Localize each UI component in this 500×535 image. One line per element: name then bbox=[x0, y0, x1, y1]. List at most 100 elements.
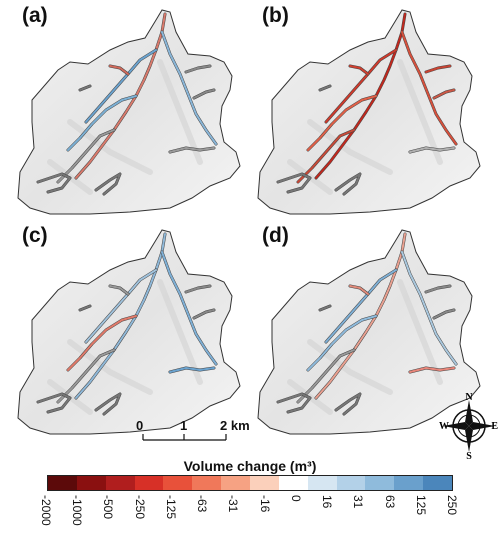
color-bar-cell bbox=[278, 476, 308, 490]
stream-channel bbox=[307, 315, 377, 371]
stream-channel bbox=[349, 285, 369, 295]
stream-channel bbox=[161, 31, 217, 145]
catchment-map bbox=[257, 9, 481, 215]
panel-label: (b) bbox=[262, 4, 289, 27]
catchment-boundary bbox=[257, 229, 481, 435]
panel-label: (a) bbox=[22, 4, 48, 27]
stream-channel bbox=[37, 393, 71, 413]
catchment-boundary bbox=[17, 229, 241, 435]
compass-s: S bbox=[466, 451, 472, 460]
stream-channel bbox=[307, 95, 377, 151]
color-bar-cell bbox=[307, 476, 337, 490]
legend-tick-label: -125 bbox=[163, 495, 178, 520]
color-bar-cell bbox=[76, 476, 106, 490]
catchment-map bbox=[17, 9, 241, 215]
color-bar-cell bbox=[365, 476, 395, 490]
stream-channel bbox=[325, 269, 397, 343]
map-panel-b: (b) bbox=[250, 2, 490, 224]
map-panel-d: (d) bbox=[250, 222, 490, 444]
color-bar-cell bbox=[48, 476, 77, 490]
scale-label-0: 0 bbox=[136, 418, 144, 433]
color-bar-cell bbox=[105, 476, 135, 490]
stream-channel bbox=[425, 65, 451, 73]
stream-channel bbox=[57, 349, 115, 403]
legend-title: Volume change (m³) bbox=[183, 458, 317, 474]
catchment-map bbox=[257, 229, 481, 435]
legend-tick-label: -2000 bbox=[39, 495, 53, 526]
panel-label: (c) bbox=[22, 224, 48, 247]
color-bar-cell bbox=[336, 476, 366, 490]
stream-channel bbox=[335, 173, 361, 195]
color-bar-ticks: -2000 -1000 -500 -250 -125 -63 -31 -16 0 16 31 63 12… bbox=[39, 493, 459, 533]
legend-tick-label: 63 bbox=[382, 495, 397, 509]
stream-channel bbox=[409, 147, 455, 153]
stream-channel bbox=[57, 129, 115, 183]
legend-tick-label: 125 bbox=[413, 495, 428, 516]
stream-channel bbox=[185, 65, 211, 73]
compass-n: N bbox=[465, 392, 473, 403]
stream-channel bbox=[169, 367, 215, 373]
map-panel-c: (c) bbox=[10, 222, 250, 444]
stream-channel bbox=[277, 393, 311, 413]
stream-channel bbox=[433, 309, 455, 319]
color-bar-cell bbox=[250, 476, 279, 490]
stream-channel bbox=[109, 65, 129, 75]
color-bar bbox=[47, 475, 453, 491]
legend-tick-label: -63 bbox=[195, 495, 210, 513]
catchment-boundary bbox=[17, 9, 241, 215]
stream-channel bbox=[325, 49, 397, 123]
stream-channel bbox=[67, 315, 137, 371]
panel-label: (d) bbox=[262, 224, 289, 247]
stream-channel bbox=[79, 305, 91, 311]
stream-channel bbox=[401, 251, 457, 365]
catchment-boundary bbox=[257, 9, 481, 215]
color-bar-cell bbox=[192, 476, 222, 490]
stream-channel bbox=[185, 285, 211, 293]
compass-w: W bbox=[439, 421, 449, 432]
stream-channel bbox=[277, 173, 311, 193]
stream-channel bbox=[169, 147, 215, 153]
stream-channel bbox=[297, 129, 355, 183]
color-bar-cell bbox=[134, 476, 164, 490]
map-panel-a: (a) bbox=[10, 2, 250, 224]
north-arrow-icon: N S E W bbox=[438, 392, 500, 462]
legend-tick-label: 31 bbox=[351, 495, 366, 509]
legend-tick-label: 16 bbox=[320, 495, 335, 509]
stream-channel bbox=[193, 89, 215, 99]
stream-channel bbox=[319, 85, 331, 91]
stream-channel bbox=[349, 65, 369, 75]
scale-label-2: 2 km bbox=[220, 418, 250, 433]
legend-tick-label: -250 bbox=[132, 495, 147, 520]
stream-channel bbox=[37, 173, 71, 193]
legend-tick-label: -16 bbox=[257, 495, 272, 513]
color-bar-cell bbox=[163, 476, 193, 490]
stream-channel bbox=[95, 393, 121, 415]
compass-e: E bbox=[491, 421, 498, 432]
color-bar-cell bbox=[423, 476, 453, 490]
stream-channel bbox=[409, 367, 455, 373]
legend-tick-label: -1000 bbox=[70, 495, 85, 526]
stream-channel bbox=[67, 95, 137, 151]
legend-tick-label: 0 bbox=[288, 495, 303, 502]
stream-channel bbox=[401, 31, 457, 145]
legend-tick-label: -31 bbox=[226, 495, 241, 513]
stream-channel bbox=[425, 285, 451, 293]
stream-channel bbox=[319, 305, 331, 311]
stream-channel bbox=[85, 49, 157, 123]
stream-channel bbox=[109, 285, 129, 295]
legend-tick-label: -500 bbox=[101, 495, 116, 520]
stream-channel bbox=[161, 251, 217, 365]
stream-channel bbox=[79, 85, 91, 91]
stream-channel bbox=[335, 393, 361, 415]
stream-channel bbox=[193, 309, 215, 319]
stream-channel bbox=[95, 173, 121, 195]
scale-bar: 0 1 2 km bbox=[136, 418, 260, 448]
legend-tick-label: 250 bbox=[445, 495, 459, 516]
color-bar-cell bbox=[394, 476, 424, 490]
catchment-map bbox=[17, 229, 241, 435]
stream-channel bbox=[297, 349, 355, 403]
stream-channel bbox=[433, 89, 455, 99]
scale-label-1: 1 bbox=[180, 418, 188, 433]
stream-channel bbox=[85, 269, 157, 343]
color-bar-cell bbox=[221, 476, 251, 490]
